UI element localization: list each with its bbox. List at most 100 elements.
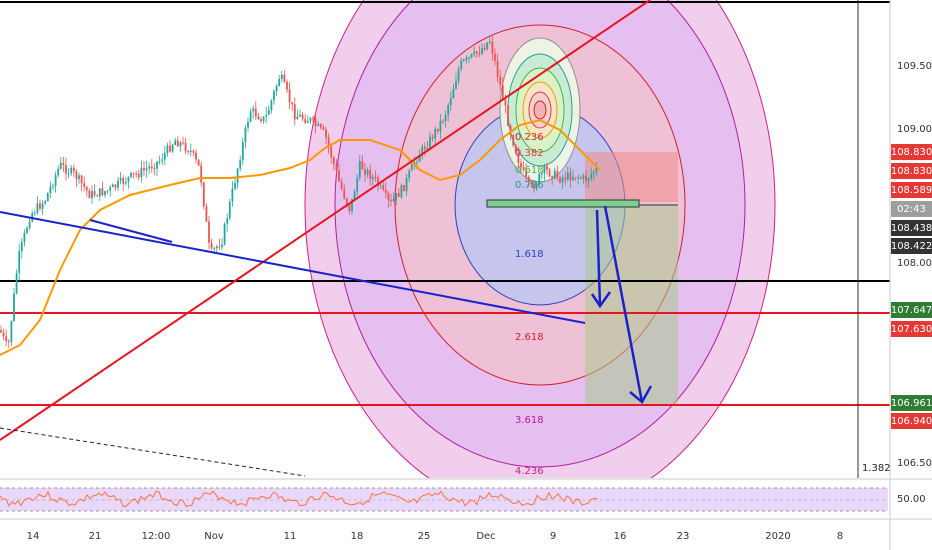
candle-body [166, 145, 169, 154]
fib-label-0618: 0.618 [515, 165, 544, 176]
candle-body [465, 57, 468, 60]
time-label-9: 9 [549, 531, 557, 542]
candle-body [306, 121, 309, 123]
green-support-box[interactable] [486, 199, 640, 208]
candle-body [447, 104, 450, 116]
candle-body [535, 183, 538, 189]
candle-body [213, 248, 216, 250]
candle-body [132, 172, 135, 174]
candle-body [507, 105, 509, 126]
candle-body [366, 169, 369, 175]
trend-lines[interactable] [0, 0, 651, 477]
candle-body [585, 175, 587, 182]
candle-body [559, 177, 561, 183]
candle-body [52, 185, 54, 187]
candle-body [57, 168, 60, 176]
projection-arrows[interactable] [590, 205, 653, 404]
candle-body [509, 125, 512, 135]
candle-body [15, 273, 18, 294]
candle-body [494, 53, 496, 62]
candle-body [208, 221, 210, 243]
candle-body [340, 181, 343, 189]
arrow-1-head [590, 291, 612, 309]
candle-body [150, 166, 153, 169]
candle-body [119, 178, 122, 181]
rsi-pane[interactable] [0, 487, 888, 512]
fib-label-4236: 4.236 [515, 466, 544, 477]
candle-body [247, 121, 249, 128]
candle-body [265, 114, 268, 117]
candle-body [218, 246, 221, 248]
candle-body [374, 176, 377, 178]
price-tag-countdown: 02:43 [891, 201, 932, 217]
candle-body [330, 146, 333, 158]
candle-body [2, 332, 5, 337]
price-tag-108830-a: 108.830 [891, 144, 932, 160]
dashed-black-line [0, 427, 306, 477]
candle-body [176, 140, 179, 147]
fib-circle-0236 [533, 100, 547, 120]
candle-body [59, 162, 62, 169]
candle-body [405, 178, 408, 192]
candle-body [449, 98, 452, 105]
candle-body [23, 232, 26, 242]
candle-body [98, 188, 101, 197]
candle-body [46, 192, 49, 202]
candle-body [7, 341, 10, 343]
candle-body [527, 176, 530, 183]
candle-body [439, 120, 442, 132]
candle-body [577, 177, 580, 179]
candle-body [20, 241, 23, 252]
candle-body [364, 169, 366, 175]
candle-body [319, 124, 322, 128]
arrow-1 [595, 209, 602, 307]
candle-body [169, 145, 171, 152]
candle-body [429, 136, 431, 149]
candle-body [421, 146, 424, 156]
candle-body [124, 181, 127, 184]
candle-body [522, 167, 525, 170]
candle-body [504, 99, 507, 106]
candle-body [226, 218, 229, 224]
candle-body [343, 188, 346, 199]
candle-body [80, 175, 83, 184]
blue-short-trendline [89, 219, 173, 243]
candle-body [135, 173, 138, 175]
candle-body [145, 168, 148, 171]
candle-body [304, 118, 307, 123]
price-tick-108000: 108.000 [897, 258, 932, 269]
candle-body [377, 177, 379, 186]
price-tick-106500: 106.500 [897, 458, 932, 469]
candle-body [244, 127, 247, 142]
time-label-23: 23 [676, 531, 690, 542]
candle-body [267, 109, 270, 115]
candle-body [473, 51, 476, 55]
candle-body [403, 184, 405, 192]
candle-body [462, 59, 465, 61]
candle-body [579, 177, 582, 179]
price-tick-109500: 109.500 [897, 61, 932, 72]
horizontal-lines[interactable] [0, 1, 890, 406]
candle-body [278, 79, 281, 86]
candle-body [111, 184, 114, 188]
price-tag-108422: 108.422 [891, 238, 932, 254]
candle-body [299, 114, 301, 117]
candle-body [501, 84, 504, 100]
candle-body [101, 188, 104, 196]
candle-body [70, 167, 73, 174]
candle-body [104, 191, 106, 196]
candle-body [408, 170, 411, 179]
candle-body [475, 51, 478, 54]
candle-body [28, 221, 31, 228]
candle-body [280, 74, 283, 80]
candle-body [345, 198, 348, 205]
candle-body [356, 177, 359, 192]
candle-body [566, 172, 569, 180]
candle-body [553, 170, 556, 179]
time-label-nov: Nov [204, 531, 224, 542]
candle-body [143, 168, 145, 171]
candle-body [452, 88, 455, 99]
candle-body [26, 227, 28, 233]
candle-body [85, 186, 88, 191]
